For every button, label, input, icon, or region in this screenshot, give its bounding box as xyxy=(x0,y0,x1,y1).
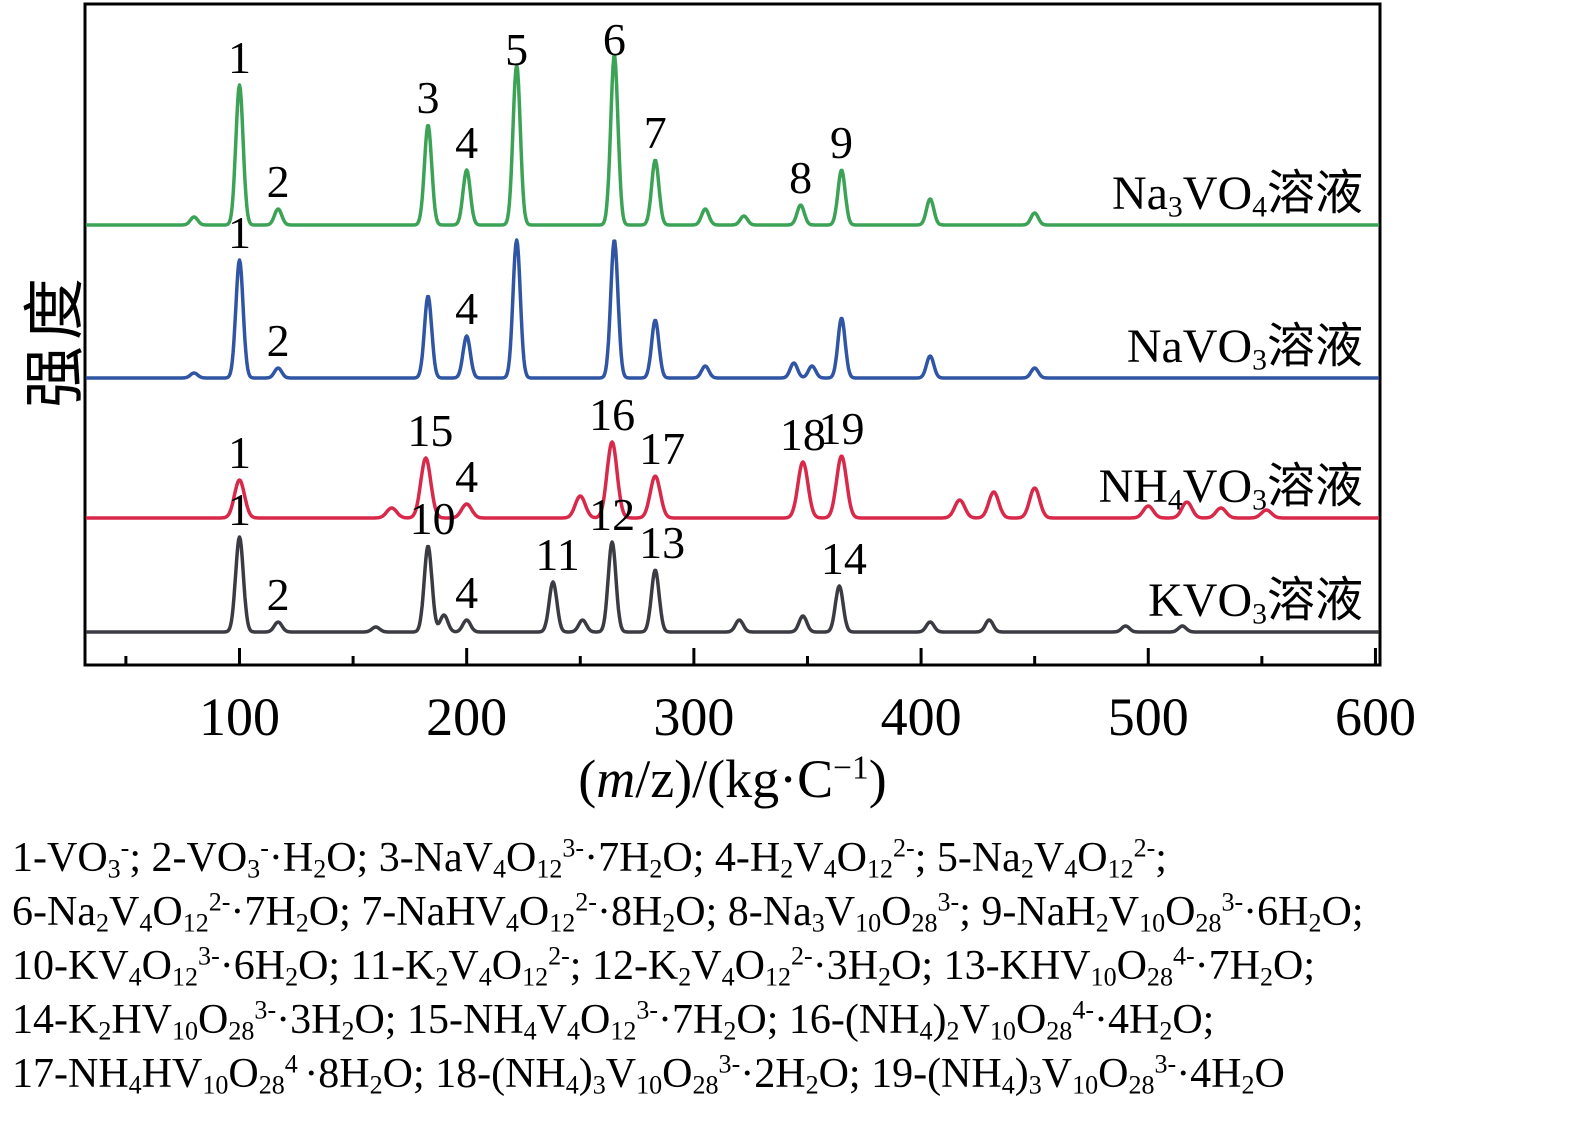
peak-label-4: 4 xyxy=(455,567,478,618)
peak-label-4: 4 xyxy=(455,451,478,502)
peak-label-15: 15 xyxy=(407,405,453,456)
series-label-na3vo4-solution: Na3VO4溶液 xyxy=(1111,167,1363,224)
peak-label-5: 5 xyxy=(505,24,528,75)
peak-label-7: 7 xyxy=(644,107,667,158)
peak-label-2: 2 xyxy=(267,569,290,620)
x-axis-label: (m/z)/(kg·C−1) xyxy=(578,749,887,809)
x-tick-label: 300 xyxy=(653,687,734,747)
legend-line-4: 14-K2HV10O283-·3H2O; 15-NH4V4O123-·7H2O;… xyxy=(12,995,1215,1046)
x-tick-label: 200 xyxy=(426,687,507,747)
trace-na3vo4-solution xyxy=(85,54,1380,227)
peak-label-2: 2 xyxy=(267,315,290,366)
x-tick-label: 600 xyxy=(1335,687,1416,747)
x-tick-label: 500 xyxy=(1108,687,1189,747)
peak-label-12: 12 xyxy=(589,489,635,540)
peak-label-17: 17 xyxy=(639,423,685,474)
peak-label-2: 2 xyxy=(267,156,290,207)
legend-line-2: 6-Na2V4O122-·7H2O; 7-NaHV4O122-·8H2O; 8-… xyxy=(12,887,1364,938)
peak-label-14: 14 xyxy=(821,533,867,584)
peak-label-9: 9 xyxy=(830,117,853,168)
peak-label-18: 18 xyxy=(780,409,826,460)
peak-label-13: 13 xyxy=(639,517,685,568)
peak-label-8: 8 xyxy=(789,152,812,203)
plot-border xyxy=(83,2,1382,667)
peak-label-6: 6 xyxy=(603,14,626,65)
peak-label-3: 3 xyxy=(417,72,440,123)
trace-kvo3-solution xyxy=(85,535,1380,634)
legend-line-1: 1-VO3-; 2-VO3-·H2O; 3-NaV4O123-·7H2O; 4-… xyxy=(12,833,1167,884)
series-label-kvo3-solution: KVO3溶液 xyxy=(1148,574,1363,631)
peak-label-4: 4 xyxy=(455,283,478,334)
series-label-nh4vo3-solution: NH4VO3溶液 xyxy=(1098,460,1363,517)
x-tick-label: 400 xyxy=(881,687,962,747)
peak-label-1: 1 xyxy=(228,427,251,478)
legend-line-5: 17-NH4HV10O284 ·8H2O; 18-(NH4)3V10O283-·… xyxy=(12,1049,1285,1100)
trace-nh4vo3-solution xyxy=(85,440,1380,520)
peak-label-16: 16 xyxy=(589,389,635,440)
peak-label-11: 11 xyxy=(535,529,579,580)
peak-label-1: 1 xyxy=(228,32,251,83)
y-axis-label: 强度 xyxy=(22,271,90,408)
x-tick-label: 100 xyxy=(199,687,280,747)
peak-label-4: 4 xyxy=(455,117,478,168)
trace-navo3-solution xyxy=(85,238,1380,380)
legend-line-3: 10-KV4O123-·6H2O; 11-K2V4O122-; 12-K2V4O… xyxy=(12,941,1315,992)
peak-label-1: 1 xyxy=(228,484,251,535)
series-label-navo3-solution: NaVO3溶液 xyxy=(1126,320,1363,377)
peak-label-1: 1 xyxy=(228,207,251,258)
peak-label-19: 19 xyxy=(819,403,865,454)
peak-label-10: 10 xyxy=(410,493,456,544)
peak-legend: 1-VO3-; 2-VO3-·H2O; 3-NaV4O123-·7H2O; 4-… xyxy=(12,831,1567,1101)
